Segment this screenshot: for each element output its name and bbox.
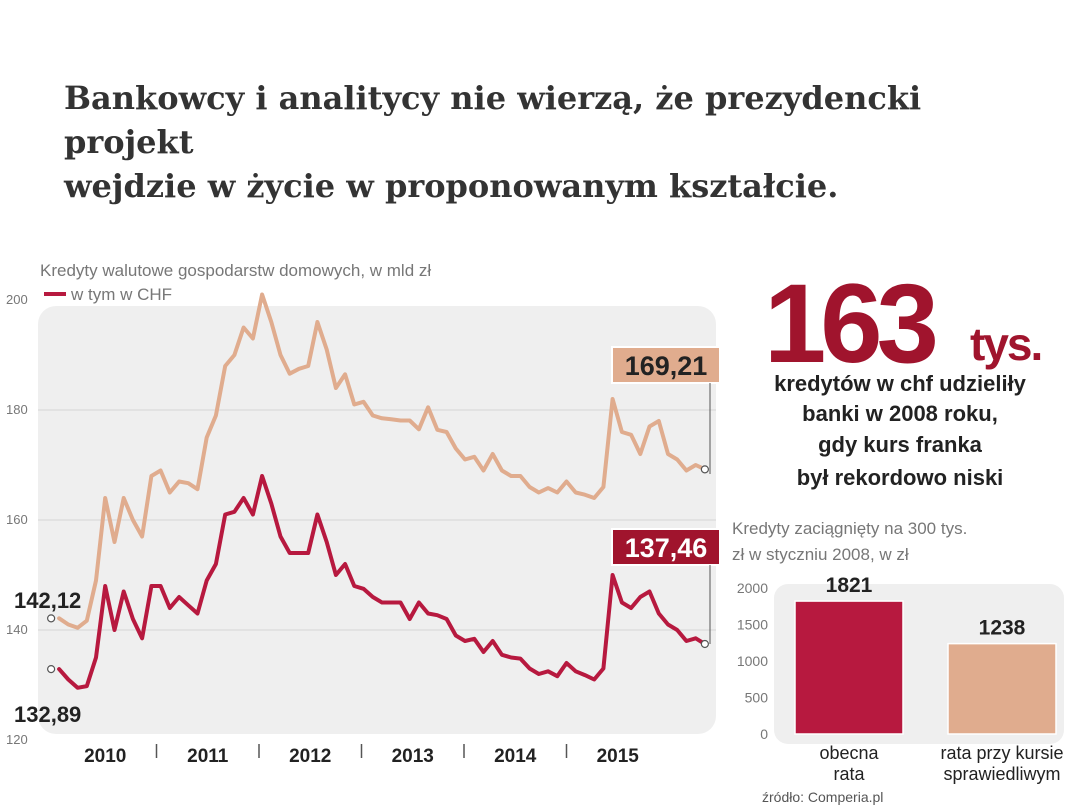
bar-value-label: 1238 (979, 617, 1026, 640)
end-badge-total: 169,21 (625, 351, 708, 381)
legend-label: w tym w CHF (70, 285, 172, 304)
source-note: źródło: Comperia.pl (762, 789, 883, 805)
y-axis: 120 140 160 180 200 (6, 292, 716, 747)
bar-chart-title-line-2: zł w styczniu 2008, w zł (732, 545, 909, 564)
series-end-marker (700, 639, 709, 649)
series-end-marker (700, 465, 709, 474)
bar-category-label: sprawiedliwym (943, 764, 1060, 784)
x-axis: 2010 2011 2012 2013 2014 2015 (84, 744, 639, 767)
big-stat-line-1: kredytów w chf udzieliły (774, 371, 1027, 396)
bar-category-label: obecna (819, 743, 879, 763)
x-tick-label: 2012 (289, 746, 331, 767)
y-tick-label: 180 (6, 402, 28, 417)
series-start-marker (47, 614, 56, 623)
bar-y-tick-label: 2000 (737, 580, 768, 596)
big-stat-line-4: był rekordowo niski (797, 465, 1004, 490)
bar-y-tick-label: 0 (760, 726, 768, 742)
headline-line-1: Bankowcy i analitycy nie wierzą, że prez… (64, 79, 922, 161)
bar-y-axis: 0 500 1000 1500 2000 (737, 580, 768, 742)
y-tick-label: 120 (6, 732, 28, 747)
big-stat-unit: tys. (970, 318, 1041, 370)
bar-rata-sprawiedliwa (947, 642, 1057, 735)
series-chf-line (57, 474, 707, 690)
big-stat-line-3: gdy kurs franka (818, 432, 983, 457)
end-badge-chf-bg (611, 528, 721, 566)
series-layer (47, 292, 709, 690)
x-tick-label: 2015 (597, 746, 640, 767)
big-stat-line-2: banki w 2008 roku, (802, 401, 998, 426)
bar-category-label: rata przy kursie (940, 743, 1063, 763)
series-total-line (57, 292, 707, 630)
start-label-chf: 132,89 (14, 702, 81, 727)
series-start-marker (47, 665, 56, 674)
x-tick-label: 2013 (392, 746, 434, 767)
bar-value-label: 1821 (826, 574, 873, 597)
headline: Bankowcy i analitycy nie wierzą, że prez… (64, 76, 1024, 208)
start-label-total: 142,12 (14, 588, 81, 613)
y-tick-label: 160 (6, 512, 28, 527)
bar-y-tick-label: 1500 (737, 617, 768, 633)
bar-category-label: rata (833, 764, 865, 784)
headline-line-2: wejdzie w życie w proponowanym kształcie… (64, 167, 839, 205)
end-badge-chf: 137,46 (625, 533, 708, 563)
end-badge-total-bg (611, 346, 721, 384)
bar-chart-title-line-1: Kredyty zaciągnięty na 300 tys. (732, 519, 967, 538)
x-tick-label: 2011 (187, 746, 229, 767)
y-tick-label: 140 (6, 622, 28, 637)
infographic: Kredyty walutowe gospodarstw domowych, w… (0, 240, 1080, 810)
big-stat-number: 163 (764, 261, 936, 386)
y-tick-label: 200 (6, 292, 28, 307)
x-tick-label: 2014 (494, 746, 537, 767)
line-chart-title: Kredyty walutowe gospodarstw domowych, w… (40, 261, 431, 280)
bar-obecna-rata (794, 600, 904, 735)
bar-y-tick-label: 1000 (737, 653, 768, 669)
bar-y-tick-label: 500 (745, 690, 769, 706)
x-tick-label: 2010 (84, 746, 126, 767)
